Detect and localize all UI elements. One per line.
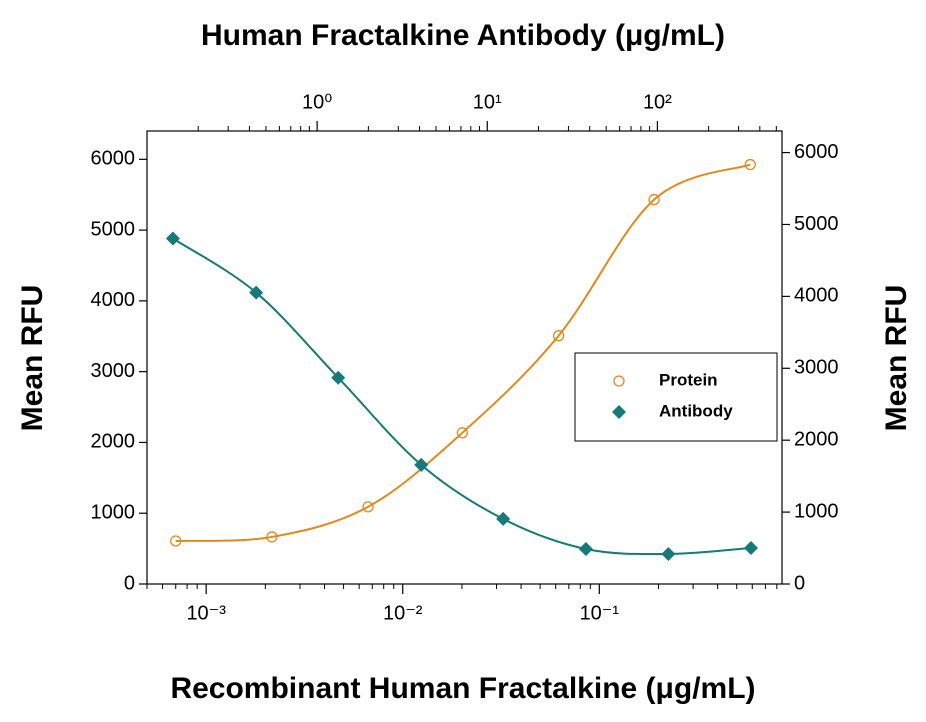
data-point bbox=[744, 540, 759, 555]
x-tick-label: 10⁻³ bbox=[186, 602, 226, 624]
y-tick-label: 6000 bbox=[91, 148, 136, 170]
top-axis-title: Human Fractalkine Antibody (μg/mL) bbox=[201, 19, 725, 52]
y-tick-label: 4000 bbox=[91, 289, 136, 311]
y-tick-label: 5000 bbox=[91, 218, 136, 240]
data-point bbox=[165, 231, 180, 246]
y2-tick-label: 0 bbox=[794, 572, 805, 594]
y2-tick-label: 2000 bbox=[794, 428, 839, 450]
x2-tick-label: 10¹ bbox=[473, 91, 502, 113]
data-point bbox=[414, 457, 429, 472]
legend-label: Antibody bbox=[659, 401, 733, 420]
x-axis-label: Recombinant Human Fractalkine (μg/mL) bbox=[170, 672, 755, 705]
x-tick-label: 10⁻² bbox=[383, 602, 423, 624]
fit-curve bbox=[175, 163, 751, 542]
data-point bbox=[552, 330, 565, 342]
data-point bbox=[362, 501, 374, 513]
data-point bbox=[496, 511, 511, 526]
fit-curve bbox=[172, 237, 752, 556]
y2-tick-label: 6000 bbox=[794, 141, 839, 163]
x2-tick-label: 10² bbox=[643, 91, 672, 113]
x-tick-label: 10⁻¹ bbox=[580, 602, 620, 624]
data-point bbox=[170, 535, 182, 547]
data-point bbox=[331, 370, 346, 385]
legend-marker bbox=[612, 405, 626, 419]
y2-axis-label: Mean RFU bbox=[880, 285, 913, 432]
data-point bbox=[661, 546, 676, 561]
y2-tick-label: 1000 bbox=[794, 500, 839, 522]
data-point bbox=[744, 158, 756, 171]
legend-marker bbox=[613, 375, 625, 387]
legend-box bbox=[574, 352, 778, 442]
y2-tick-label: 3000 bbox=[794, 357, 839, 379]
y2-tick-label: 5000 bbox=[794, 213, 839, 235]
y-axis-label: Mean RFU bbox=[16, 285, 49, 432]
data-point bbox=[266, 531, 278, 543]
data-point bbox=[648, 193, 660, 206]
x2-tick-label: 10⁰ bbox=[302, 91, 332, 113]
data-point bbox=[456, 427, 468, 439]
y-tick-label: 0 bbox=[124, 572, 135, 594]
legend-label: Protein bbox=[659, 370, 718, 389]
y-tick-label: 2000 bbox=[91, 431, 136, 453]
y2-tick-label: 4000 bbox=[794, 285, 839, 307]
plot-frame bbox=[146, 130, 783, 585]
y-tick-label: 3000 bbox=[91, 360, 136, 382]
y-tick-label: 1000 bbox=[91, 502, 136, 524]
data-point bbox=[578, 541, 593, 556]
data-point bbox=[249, 285, 264, 300]
